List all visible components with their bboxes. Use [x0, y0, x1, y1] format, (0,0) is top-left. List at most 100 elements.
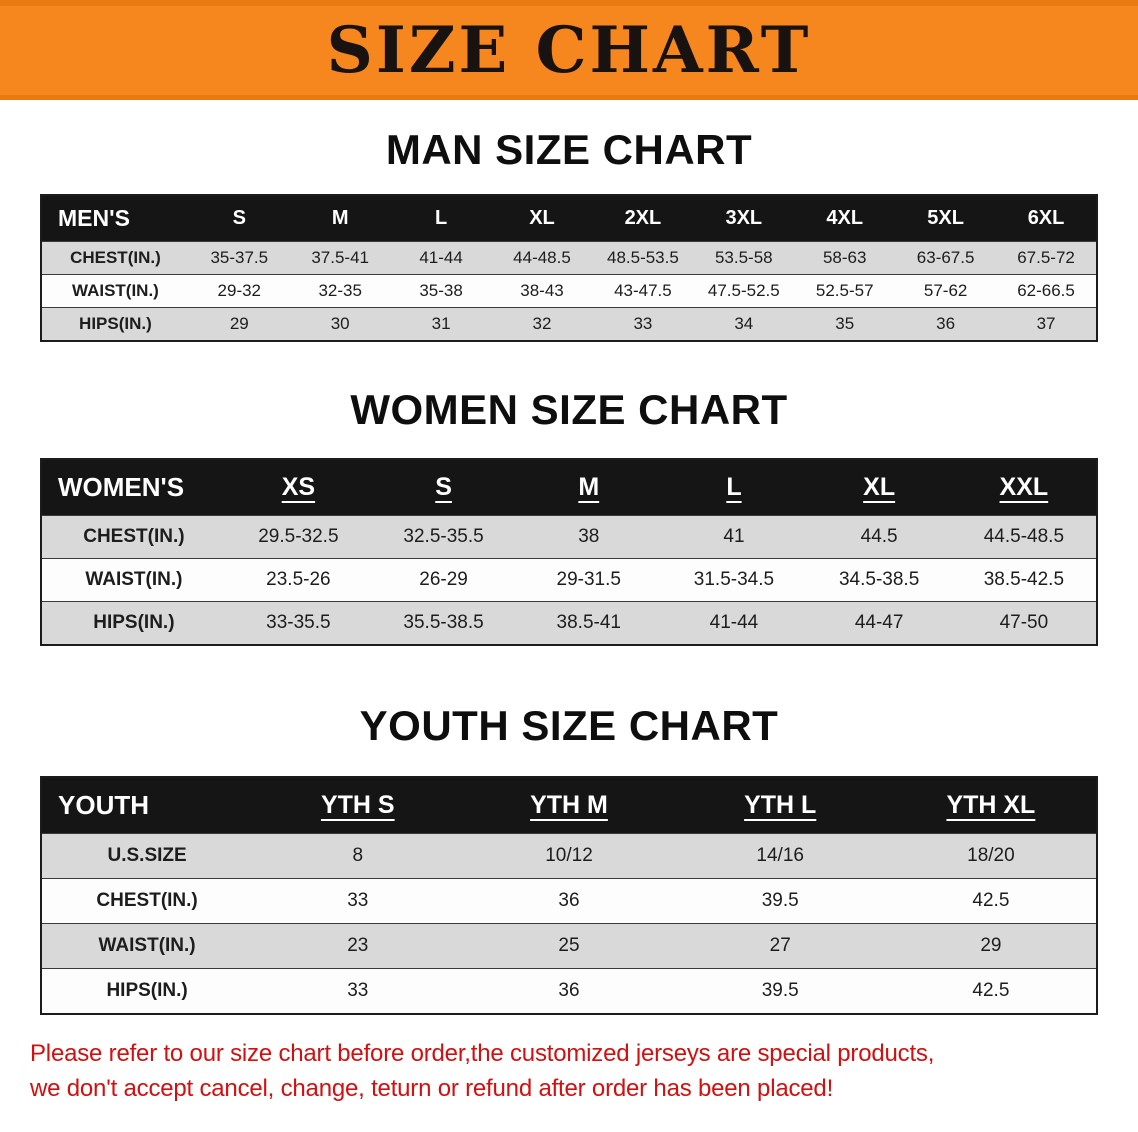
- value-cell: 32.5-35.5: [370, 515, 517, 559]
- size-header-cell: 6XL: [996, 195, 1097, 242]
- value-cell: 33: [252, 878, 464, 924]
- row-label-cell: CHEST(IN.): [41, 878, 253, 924]
- value-cell: 63-67.5: [895, 241, 997, 275]
- banner-title: SIZE CHART: [326, 13, 812, 88]
- women-size-chart-section: WOMEN SIZE CHART WOMEN'S XS S M L XL XXL CHEST(…: [0, 386, 1138, 646]
- size-header-cell: 4XL: [794, 195, 896, 242]
- size-header-cell: 3XL: [693, 195, 795, 242]
- table-row: HIPS(IN.) 33-35.5 35.5-38.5 38.5-41 41-44 44-…: [41, 601, 1097, 645]
- value-cell: 18/20: [885, 833, 1097, 879]
- value-cell: 36: [463, 968, 675, 1014]
- youth-size-table: YOUTH YTH S YTH M YTH L YTH XL U.S.SIZE 8 10/12…: [40, 776, 1098, 1015]
- table-row: CHEST(IN.) 33 36 39.5 42.5: [41, 878, 1097, 924]
- men-size-chart-section: MAN SIZE CHART MEN'S S M L XL 2XL 3XL 4XL 5XL 6XL…: [0, 126, 1138, 342]
- value-cell: 62-66.5: [996, 274, 1097, 308]
- value-cell: 67.5-72: [996, 241, 1097, 275]
- value-cell: 8: [252, 833, 464, 879]
- value-cell: 30: [289, 307, 391, 341]
- size-header-cell: L: [390, 195, 492, 242]
- value-cell: 37: [996, 307, 1097, 341]
- value-cell: 34.5-38.5: [806, 558, 952, 602]
- value-cell: 29: [188, 307, 290, 341]
- value-cell: 35-38: [390, 274, 492, 308]
- row-label-cell: HIPS(IN.): [41, 307, 189, 341]
- value-cell: 43-47.5: [592, 274, 694, 308]
- value-cell: 23.5-26: [225, 558, 371, 602]
- size-header-cell: XS: [225, 459, 371, 516]
- table-row: HIPS(IN.) 33 36 39.5 42.5: [41, 968, 1097, 1014]
- table-row: WAIST(IN.) 23 25 27 29: [41, 923, 1097, 969]
- value-cell: 38: [516, 515, 662, 559]
- size-header-cell: YTH M: [463, 777, 675, 834]
- value-cell: 42.5: [885, 878, 1097, 924]
- size-header-cell: S: [370, 459, 517, 516]
- value-cell: 58-63: [794, 241, 896, 275]
- size-header-cell: 5XL: [895, 195, 997, 242]
- table-header-row: MEN'S S M L XL 2XL 3XL 4XL 5XL 6XL: [41, 195, 1097, 242]
- disclaimer-line-1: Please refer to our size chart before or…: [30, 1040, 935, 1067]
- value-cell: 25: [463, 923, 675, 969]
- row-label-cell: CHEST(IN.): [41, 515, 226, 559]
- row-label-cell: CHEST(IN.): [41, 241, 189, 275]
- size-header-cell: S: [188, 195, 290, 242]
- value-cell: 48.5-53.5: [592, 241, 694, 275]
- value-cell: 47.5-52.5: [693, 274, 795, 308]
- disclaimer-line-2: we don't accept cancel, change, teturn o…: [30, 1074, 834, 1102]
- value-cell: 47-50: [951, 601, 1097, 645]
- table-row: WAIST(IN.) 29-32 32-35 35-38 38-43 43-47.5 47.…: [41, 274, 1097, 308]
- row-label-cell: HIPS(IN.): [41, 968, 253, 1014]
- value-cell: 27: [674, 923, 886, 969]
- value-cell: 32-35: [289, 274, 391, 308]
- value-cell: 41-44: [661, 601, 807, 645]
- value-cell: 32: [491, 307, 593, 341]
- table-header-row: YOUTH YTH S YTH M YTH L YTH XL: [41, 777, 1097, 834]
- value-cell: 52.5-57: [794, 274, 896, 308]
- size-header-cell: M: [289, 195, 391, 242]
- value-cell: 31: [390, 307, 492, 341]
- value-cell: 35-37.5: [188, 241, 290, 275]
- youth-size-chart-section: YOUTH SIZE CHART YOUTH YTH S YTH M YTH L YTH…: [0, 702, 1138, 1015]
- table-title-cell: WOMEN'S: [41, 459, 226, 516]
- value-cell: 31.5-34.5: [661, 558, 807, 602]
- value-cell: 29: [885, 923, 1097, 969]
- value-cell: 33: [252, 968, 464, 1014]
- table-row: U.S.SIZE 8 10/12 14/16 18/20: [41, 833, 1097, 879]
- size-header-cell: YTH L: [674, 777, 886, 834]
- value-cell: 29-32: [188, 274, 290, 308]
- value-cell: 33-35.5: [225, 601, 371, 645]
- value-cell: 37.5-41: [289, 241, 391, 275]
- value-cell: 39.5: [674, 878, 886, 924]
- value-cell: 35.5-38.5: [370, 601, 517, 645]
- value-cell: 29-31.5: [516, 558, 662, 602]
- row-label-cell: WAIST(IN.): [41, 923, 253, 969]
- value-cell: 33: [592, 307, 694, 341]
- table-header-row: WOMEN'S XS S M L XL XXL: [41, 459, 1097, 516]
- table-row: CHEST(IN.) 29.5-32.5 32.5-35.5 38 41 44.5 44.5…: [41, 515, 1097, 559]
- value-cell: 39.5: [674, 968, 886, 1014]
- women-size-table: WOMEN'S XS S M L XL XXL CHEST(IN.) 29.5-32.5 32.5…: [40, 458, 1098, 646]
- value-cell: 41-44: [390, 241, 492, 275]
- value-cell: 23: [252, 923, 464, 969]
- men-chart-heading: MAN SIZE CHART: [385, 126, 753, 173]
- row-label-cell: U.S.SIZE: [41, 833, 253, 879]
- men-size-table: MEN'S S M L XL 2XL 3XL 4XL 5XL 6XL CHEST(IN.) 35-37…: [40, 194, 1098, 342]
- value-cell: 10/12: [463, 833, 675, 879]
- table-row: HIPS(IN.) 29 30 31 32 33 34 35 36 37: [41, 307, 1097, 341]
- disclaimer-note: Please refer to our size chart before or…: [0, 1015, 1138, 1125]
- row-label-cell: WAIST(IN.): [41, 274, 189, 308]
- value-cell: 53.5-58: [693, 241, 795, 275]
- table-row: CHEST(IN.) 35-37.5 37.5-41 41-44 44-48.5 48.5…: [41, 241, 1097, 275]
- size-header-cell: L: [661, 459, 807, 516]
- size-header-cell: XL: [806, 459, 952, 516]
- value-cell: 38-43: [491, 274, 593, 308]
- size-chart-banner: SIZE CHART: [0, 0, 1138, 100]
- table-row: WAIST(IN.) 23.5-26 26-29 29-31.5 31.5-34.5 34…: [41, 558, 1097, 602]
- size-header-cell: YTH S: [252, 777, 464, 834]
- row-label-cell: HIPS(IN.): [41, 601, 226, 645]
- table-title-cell: YOUTH: [41, 777, 253, 834]
- value-cell: 26-29: [370, 558, 517, 602]
- size-header-cell: YTH XL: [885, 777, 1097, 834]
- table-title-cell: MEN'S: [41, 195, 189, 242]
- size-header-cell: M: [516, 459, 662, 516]
